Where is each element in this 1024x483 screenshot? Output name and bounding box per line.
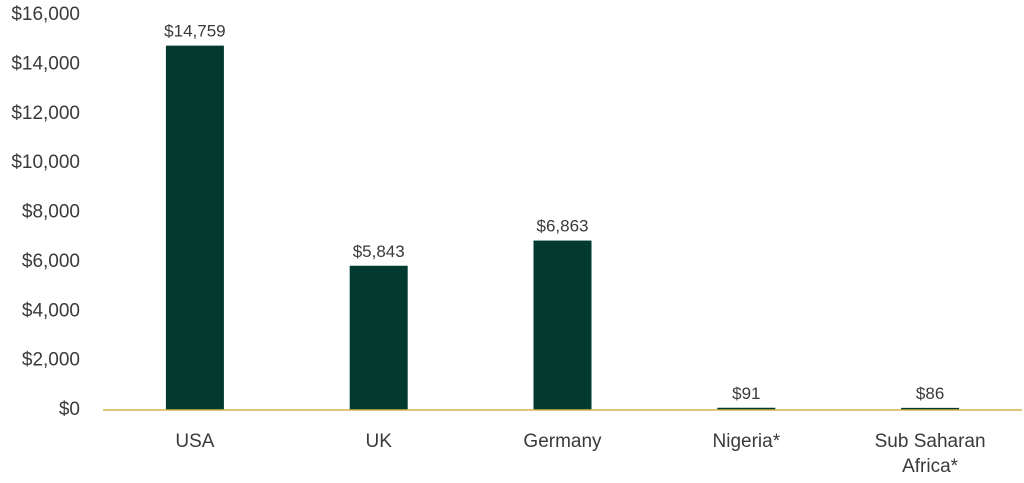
x-tick-label: Germany: [523, 431, 602, 452]
y-axis: $0 $2,000 $4,000 $6,000 $8,000 $10,000 $12,000…: [11, 4, 80, 420]
bar: [533, 240, 592, 410]
data-label: $91: [732, 384, 760, 403]
data-label: $5,843: [353, 242, 405, 261]
bar: [901, 407, 960, 410]
y-tick-label: $8,000: [22, 202, 80, 223]
y-tick-label: $10,000: [11, 152, 80, 173]
y-tick-label: $16,000: [11, 4, 80, 25]
x-tick-label: Nigeria*: [713, 431, 781, 452]
data-label: $14,759: [164, 22, 225, 41]
x-tick-label: UK: [365, 431, 392, 452]
y-tick-label: $4,000: [22, 300, 80, 321]
x-axis: USA UK Germany Nigeria* Sub Saharan Africa*: [103, 409, 1022, 477]
y-tick-label: $2,000: [22, 350, 80, 371]
x-tick-label: Africa*: [902, 456, 959, 477]
y-tick-label: $12,000: [11, 103, 80, 124]
bar: [717, 407, 776, 410]
data-label: $6,863: [537, 217, 589, 236]
data-labels: $14,759 $5,843 $6,863 $91 $86: [164, 22, 944, 403]
x-tick-label: USA: [175, 431, 214, 452]
y-tick-label: $6,000: [22, 251, 80, 272]
bar: [165, 45, 224, 411]
y-tick-label: $0: [59, 399, 80, 420]
data-label: $86: [916, 384, 944, 403]
x-tick-label: Sub Saharan: [875, 431, 986, 452]
y-tick-label: $14,000: [11, 53, 80, 74]
bars: [165, 45, 960, 411]
bar: [349, 265, 408, 410]
